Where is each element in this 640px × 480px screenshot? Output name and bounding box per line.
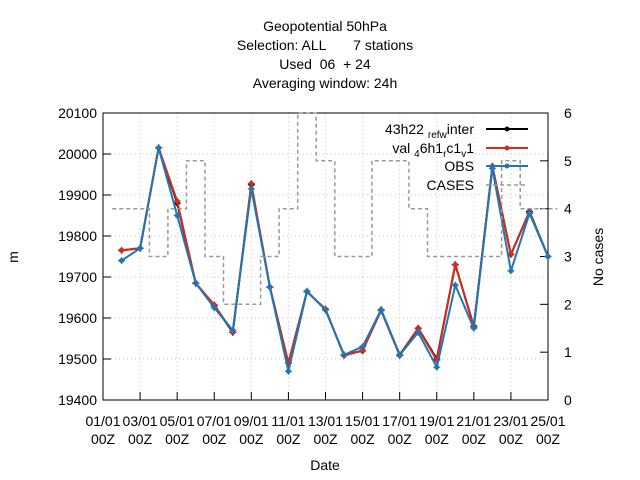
y-tick-label: 19900: [58, 187, 97, 203]
data-point: [173, 212, 181, 219]
legend-label: 43h22 refwinter: [385, 121, 474, 141]
legend-label: val 46h1rc1v1: [392, 140, 474, 160]
data-point: [507, 267, 515, 275]
x-tick-label-date: 21/01: [456, 413, 491, 429]
x-tick-label-hour: 00Z: [425, 431, 450, 447]
x-tick-label-hour: 00Z: [462, 431, 487, 447]
y-tick-label: 19800: [58, 228, 97, 244]
data-point: [525, 209, 533, 217]
x-tick-label-date: 15/01: [345, 413, 380, 429]
y2-tick-label: 6: [564, 105, 572, 121]
legend-marker: [504, 163, 510, 169]
x-tick-label-date: 13/01: [308, 413, 343, 429]
y-tick-label: 19700: [58, 269, 97, 285]
data-point: [451, 261, 459, 269]
data-point: [136, 244, 144, 252]
data-point: [414, 328, 422, 336]
data-point: [433, 363, 441, 371]
x-tick-label-hour: 00Z: [91, 431, 116, 447]
x-tick-label-date: 17/01: [382, 413, 417, 429]
x-tick-label-date: 01/01: [85, 413, 120, 429]
data-point: [359, 343, 367, 351]
series-line: [120, 147, 549, 372]
x-tick-label-hour: 00Z: [388, 431, 413, 447]
data-point: [229, 326, 237, 334]
x-tick-label-hour: 00Z: [202, 431, 227, 447]
legend-entry: 43h22 refwinter: [385, 121, 528, 141]
y2-tick-label: 1: [564, 344, 572, 360]
title-line: Used 06 + 24: [279, 56, 371, 72]
x-tick-label-date: 09/01: [234, 413, 269, 429]
data-point: [544, 253, 552, 260]
data-point: [118, 246, 126, 254]
data-point: [377, 306, 385, 314]
x-tick-label-hour: 00Z: [128, 431, 153, 447]
legend-marker: [504, 126, 510, 132]
y2-tick-label: 4: [564, 201, 572, 217]
data-point: [266, 283, 274, 291]
data-point: [340, 351, 348, 359]
y2-axis-label: No cases: [590, 228, 606, 286]
data-point: [192, 279, 200, 287]
x-tick-label-date: 11/01: [271, 413, 305, 429]
x-tick-label-hour: 00Z: [536, 431, 561, 447]
x-tick-label-date: 19/01: [419, 413, 454, 429]
data-point: [414, 325, 422, 333]
y-axis-label: m: [5, 251, 21, 263]
x-tick-label-date: 07/01: [197, 413, 232, 429]
x-tick-label-date: 03/01: [123, 413, 158, 429]
title-line: Geopotential 50hPa: [263, 18, 387, 34]
legend-label: CASES: [427, 177, 474, 193]
data-point: [247, 185, 255, 193]
y-tick-label: 19400: [58, 392, 97, 408]
x-tick-label-date: 25/01: [530, 413, 565, 429]
legend-marker: [504, 145, 510, 151]
data-point: [322, 306, 329, 314]
x-tick-label-hour: 00Z: [313, 431, 338, 447]
y-tick-label: 19500: [58, 351, 97, 367]
data-point: [303, 287, 311, 295]
data-point: [118, 257, 126, 265]
legend-label: OBS: [444, 158, 474, 174]
series-line: [112, 112, 558, 306]
series-CASES: [112, 112, 558, 306]
y-tick-label: 20100: [58, 105, 97, 121]
series-layer: [112, 112, 558, 375]
axes: 1940019500196001970019800199002000020100…: [58, 105, 572, 447]
x-tick-label-hour: 00Z: [239, 431, 264, 447]
y2-tick-label: 2: [564, 296, 572, 312]
series-OBS: [118, 144, 552, 375]
data-point: [396, 351, 404, 359]
data-point: [470, 324, 478, 332]
chart-title: Geopotential 50hPa Selection: ALL 7 stati…: [237, 18, 413, 91]
legend-entry: OBS: [444, 158, 528, 174]
title-line: Averaging window: 24h: [253, 75, 398, 91]
x-tick-label-hour: 00Z: [351, 431, 376, 447]
x-tick-label-hour: 00Z: [276, 431, 301, 447]
y2-tick-label: 3: [564, 249, 572, 265]
data-point: [155, 144, 163, 152]
legend-entry: val 46h1rc1v1: [392, 140, 528, 160]
data-point: [173, 197, 181, 205]
x-tick-label-date: 23/01: [493, 413, 528, 429]
legend-entry: CASES: [427, 177, 528, 193]
x-axis-label: Date: [310, 457, 340, 473]
y2-tick-label: 0: [564, 392, 572, 408]
y-tick-label: 20000: [58, 146, 97, 162]
y2-tick-label: 5: [564, 153, 572, 169]
data-point: [451, 281, 459, 289]
title-line: Selection: ALL 7 stations: [237, 37, 413, 53]
x-tick-label-hour: 00Z: [165, 431, 190, 447]
x-tick-label-date: 05/01: [160, 413, 195, 429]
y-tick-label: 19600: [58, 310, 97, 326]
data-point: [210, 304, 218, 312]
data-point: [284, 367, 292, 375]
x-tick-label-hour: 00Z: [499, 431, 524, 447]
